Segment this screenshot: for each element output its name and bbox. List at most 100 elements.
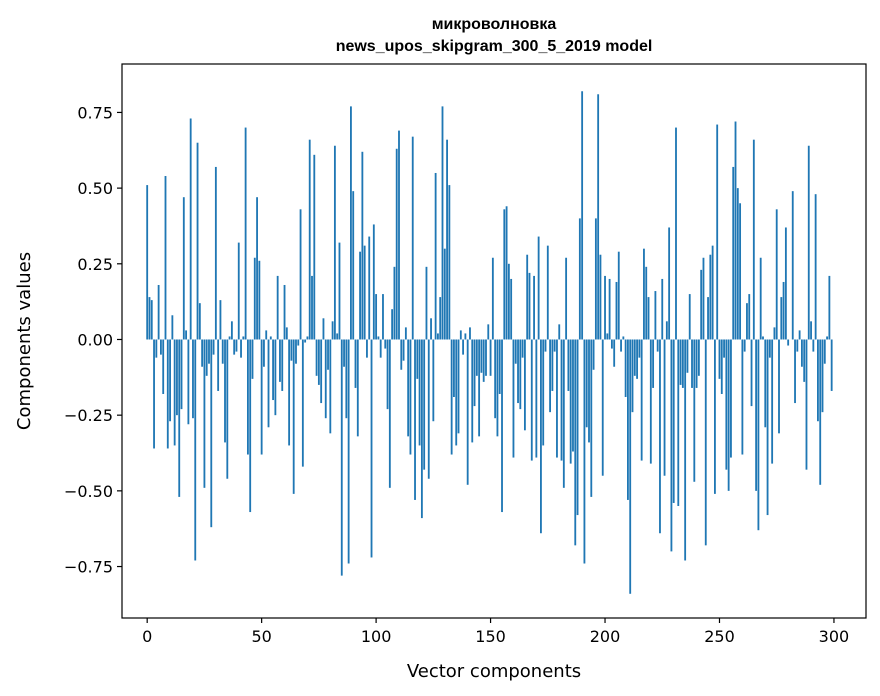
bar xyxy=(633,339,636,376)
bar xyxy=(182,197,185,340)
bar xyxy=(645,266,648,340)
bar xyxy=(313,154,316,340)
bar xyxy=(196,142,199,340)
bar xyxy=(382,294,384,340)
bar xyxy=(757,339,760,531)
bar xyxy=(569,339,572,464)
bar xyxy=(807,145,810,340)
bar xyxy=(647,297,650,340)
bar xyxy=(246,339,249,455)
chart-title: микроволновка xyxy=(432,16,557,33)
bar xyxy=(803,339,806,382)
bar xyxy=(370,339,373,558)
bar xyxy=(727,339,730,491)
bar xyxy=(169,339,171,422)
bar xyxy=(562,339,565,488)
bar xyxy=(450,339,453,455)
bar xyxy=(507,263,510,340)
bar xyxy=(592,339,595,370)
bar xyxy=(828,275,831,340)
plot-frame xyxy=(121,63,867,619)
bar xyxy=(535,339,538,458)
bar xyxy=(656,339,659,352)
bar xyxy=(768,339,771,358)
bar xyxy=(157,284,160,340)
bar xyxy=(283,284,286,340)
bar xyxy=(654,291,657,340)
bar xyxy=(494,339,497,419)
bar xyxy=(471,339,474,443)
bar xyxy=(764,339,767,428)
bar xyxy=(505,206,508,340)
bar xyxy=(404,327,407,340)
bar xyxy=(187,339,190,425)
bar xyxy=(455,339,458,446)
bar xyxy=(794,339,796,404)
bar xyxy=(629,339,632,594)
bar xyxy=(288,339,291,446)
bar xyxy=(718,339,721,379)
bar xyxy=(237,242,240,340)
x-tick-label: 300 xyxy=(819,627,850,646)
bar xyxy=(814,194,817,340)
bar xyxy=(485,339,487,376)
bar xyxy=(826,336,828,340)
bar xyxy=(409,339,412,455)
bar xyxy=(263,339,265,367)
bar xyxy=(590,339,593,497)
bar xyxy=(208,339,210,364)
bar xyxy=(796,339,799,352)
bar xyxy=(453,339,455,398)
bar xyxy=(821,339,824,413)
y-axis-label: Components values xyxy=(14,252,35,430)
bar xyxy=(608,278,611,340)
bar xyxy=(148,297,151,340)
bar xyxy=(817,339,819,422)
bar xyxy=(258,260,261,340)
bar xyxy=(185,330,188,340)
bar xyxy=(290,339,293,361)
bar xyxy=(819,339,822,485)
bar xyxy=(322,318,325,340)
bar xyxy=(391,309,394,340)
x-tick-label: 150 xyxy=(475,627,506,646)
bar xyxy=(784,227,787,340)
x-axis: 0 50 100 150 200 250 300 xyxy=(142,618,849,646)
bar xyxy=(205,339,208,376)
bar xyxy=(594,218,597,340)
bar xyxy=(553,339,556,352)
bar xyxy=(249,339,252,513)
bar xyxy=(233,339,236,355)
bar xyxy=(716,124,719,340)
bar xyxy=(578,218,581,340)
bar xyxy=(613,339,616,367)
bar xyxy=(171,315,174,340)
bar xyxy=(766,339,769,516)
y-tick-label: 0.75 xyxy=(77,103,113,122)
bar xyxy=(736,188,739,340)
bar xyxy=(622,336,625,340)
y-tick-label: −0.75 xyxy=(64,558,113,577)
bar xyxy=(704,339,707,546)
bar xyxy=(347,339,350,564)
bar xyxy=(304,339,307,343)
bar xyxy=(560,339,563,461)
bar xyxy=(601,339,604,476)
bar xyxy=(702,257,705,340)
bar xyxy=(606,333,609,340)
bar xyxy=(297,339,300,346)
bar xyxy=(226,339,229,479)
bar xyxy=(487,324,490,340)
bar xyxy=(153,339,155,449)
bar xyxy=(741,339,744,455)
bar xyxy=(480,339,483,373)
bar xyxy=(352,191,355,340)
x-tick-label: 50 xyxy=(251,627,271,646)
bar xyxy=(377,336,380,340)
bar xyxy=(697,339,700,376)
bar xyxy=(572,339,574,452)
bar xyxy=(631,339,634,413)
bar xyxy=(473,339,476,407)
bar xyxy=(350,106,352,340)
x-tick-label: 200 xyxy=(590,627,621,646)
